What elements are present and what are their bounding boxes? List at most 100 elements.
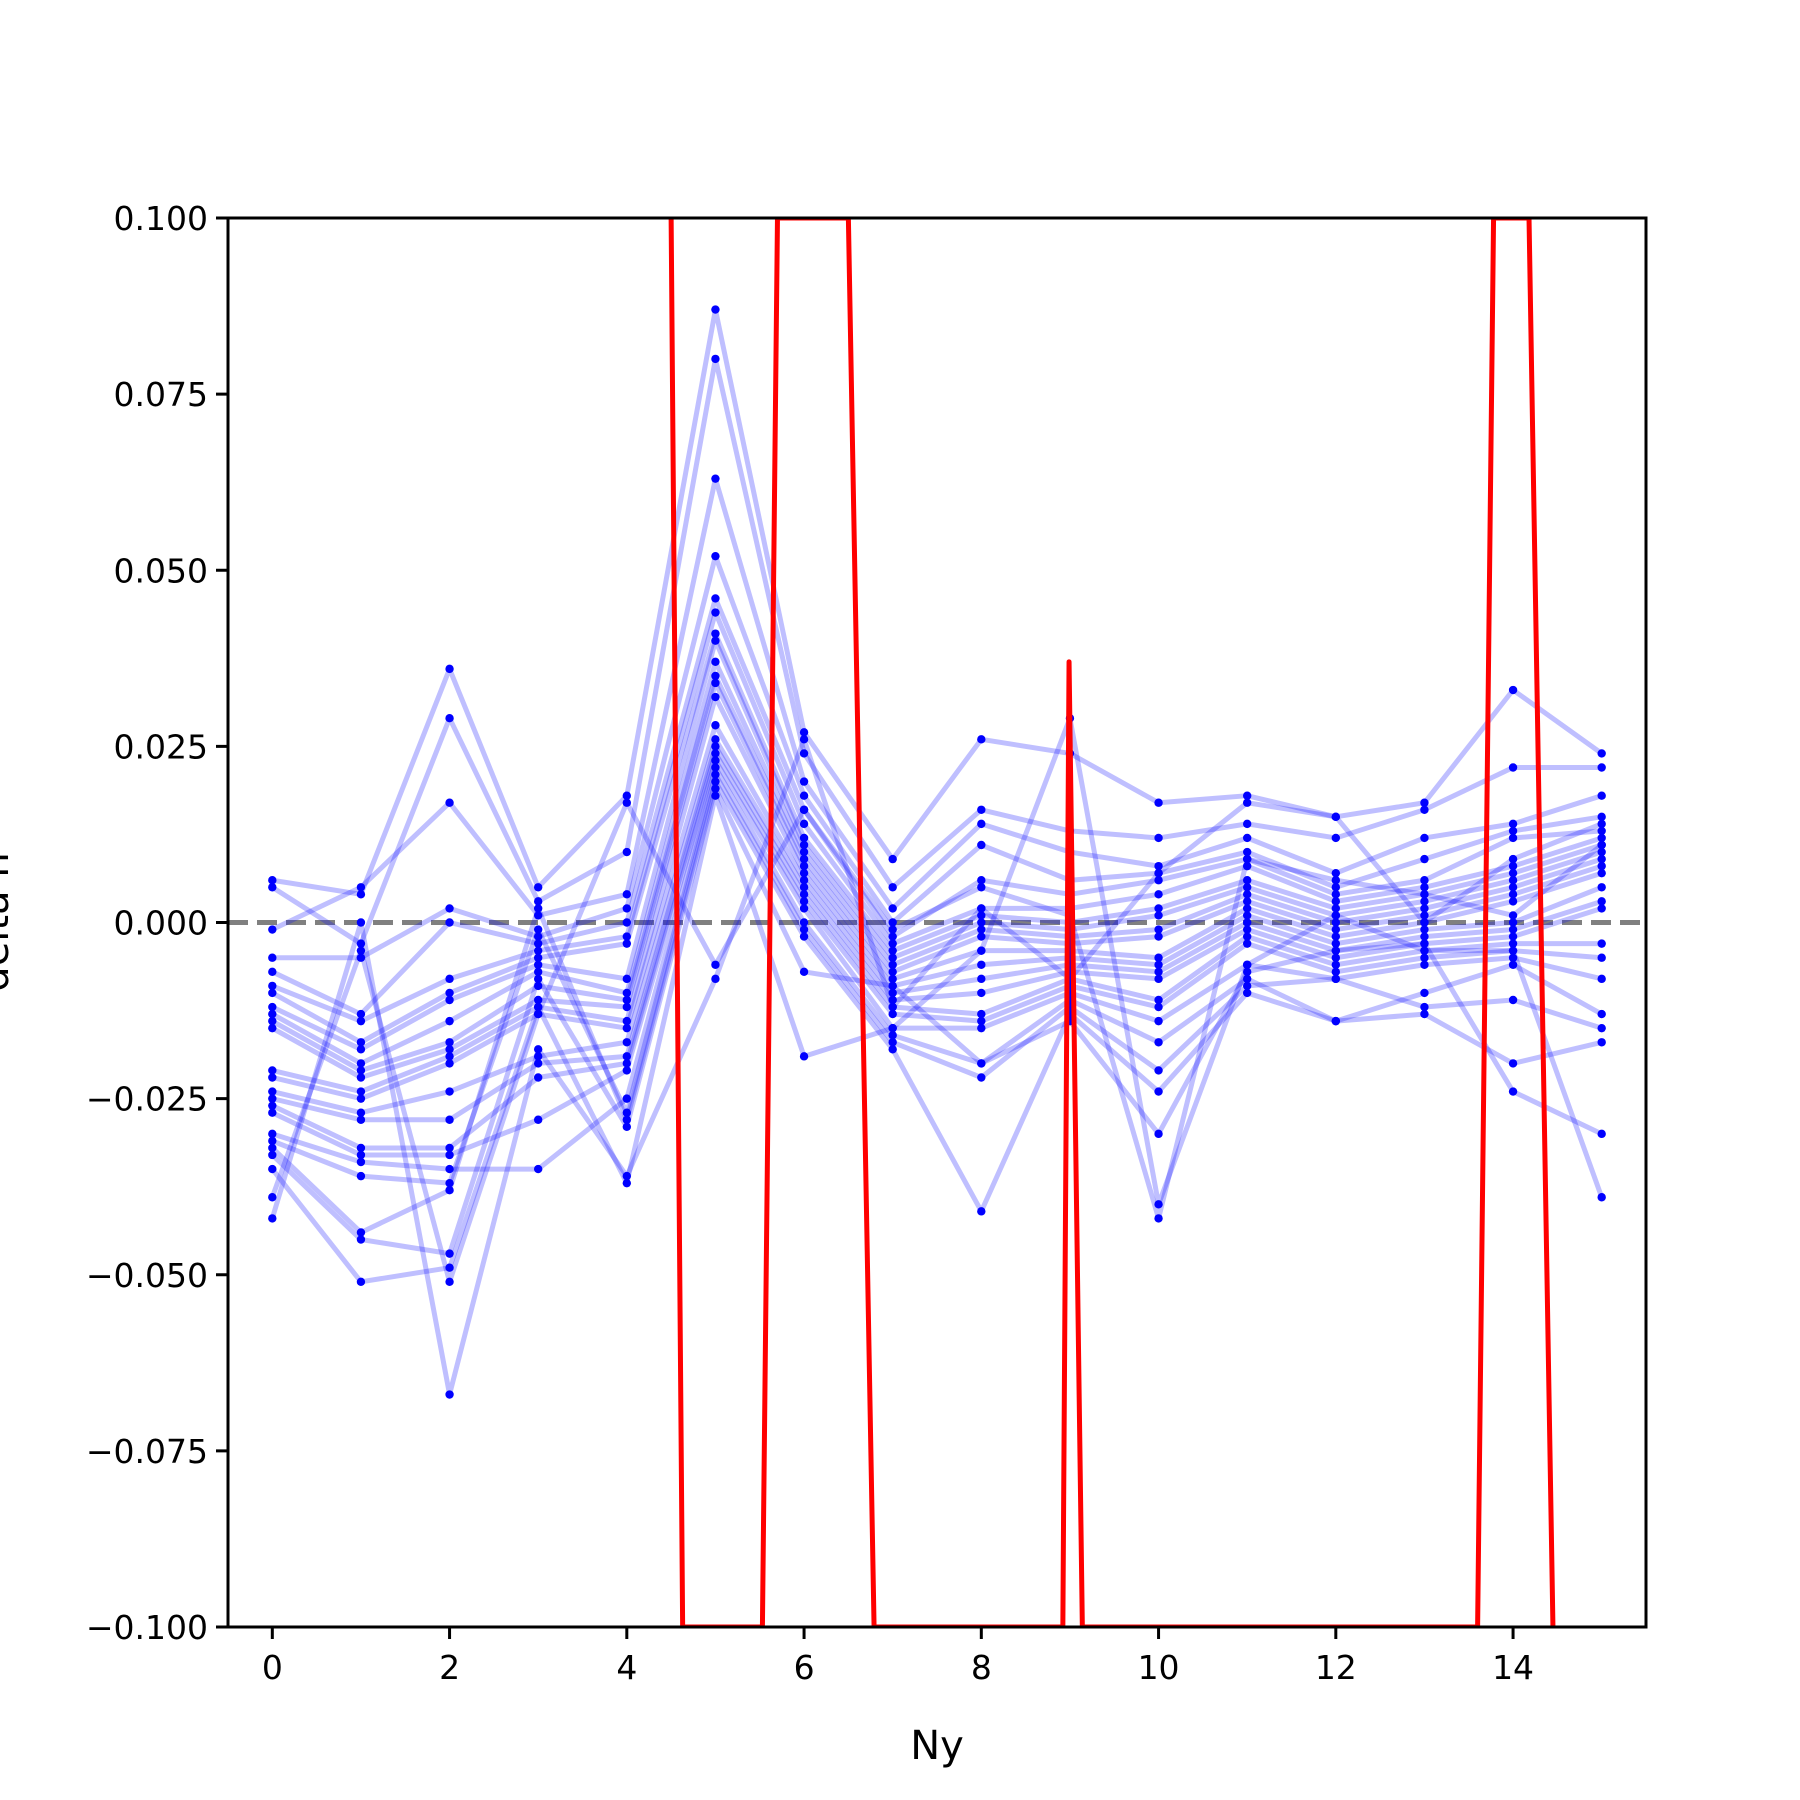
series-7-point-13 [1420, 897, 1429, 906]
series-1-point-12 [1331, 833, 1341, 843]
series-12-point-11 [1242, 918, 1252, 927]
series-2-point-6 [799, 777, 809, 786]
series-8-point-3 [533, 967, 543, 977]
series-6-point-10 [1154, 904, 1163, 913]
series-3-point-5 [711, 551, 720, 561]
series-14-point-1 [356, 1115, 366, 1124]
series-7-point-6 [799, 840, 809, 850]
series-6-point-5 [711, 629, 720, 638]
series-17-point-2 [445, 1164, 454, 1174]
series-5-point-11 [1242, 861, 1252, 871]
series-12-point-10 [1154, 967, 1163, 977]
series-22-point-5 [711, 960, 720, 969]
series-5-point-6 [799, 819, 809, 829]
series-9-point-2 [445, 1038, 454, 1047]
series-9-point-1 [356, 1066, 366, 1075]
series-0-point-3 [533, 883, 543, 892]
series-7-point-5 [711, 636, 720, 645]
series-3-point-15 [1597, 812, 1606, 822]
plot-frame [226, 216, 1648, 1629]
x-tick-label-3: 6 [794, 1648, 815, 1687]
series-line-1 [270, 356, 1602, 947]
series-20-point-7 [888, 981, 897, 991]
series-10-point-4 [622, 1002, 632, 1012]
series-15-point-7 [888, 1009, 897, 1019]
y-tick-label-8: 0.100 [114, 199, 208, 238]
series-2-point-5 [711, 474, 720, 483]
series-7-point-8 [977, 918, 986, 927]
series-1-point-11 [1242, 819, 1252, 829]
series-11-point-11 [1242, 911, 1252, 920]
series-1-point-6 [799, 749, 809, 758]
series-4-point-3 [533, 939, 543, 948]
series-0-point-11 [1242, 791, 1252, 800]
series-1-point-5 [711, 354, 720, 364]
series-20-point-13 [1420, 939, 1429, 948]
x-tick-label-7: 14 [1492, 1648, 1534, 1687]
series-11-point-12 [1331, 939, 1341, 948]
series-4-point-0 [268, 967, 277, 977]
series-3-point-1 [356, 953, 366, 962]
series-19-point-11 [1242, 988, 1252, 998]
series-2-point-8 [977, 819, 986, 829]
series-6-point-4 [622, 939, 632, 948]
series-line-17 [271, 765, 1603, 1172]
series-14-point-8 [977, 1009, 986, 1019]
series-16-point-13 [1420, 960, 1429, 969]
series-15-point-11 [1242, 939, 1252, 948]
series-21-point-15 [1597, 1193, 1606, 1202]
series-10-point-1 [356, 1073, 366, 1082]
series-18-point-0 [268, 1136, 277, 1146]
series-7-point-2 [445, 995, 454, 1005]
series-2-point-2 [445, 798, 454, 807]
series-17-point-11 [1242, 974, 1252, 984]
series-14-point-0 [268, 1094, 277, 1103]
series-22-point-13 [1420, 890, 1429, 899]
series-18-point-8 [977, 1073, 986, 1082]
series-20-point-5 [711, 784, 720, 793]
x-tick-label-2: 4 [616, 1648, 637, 1687]
series-5-point-12 [1331, 897, 1341, 906]
series-20-point-6 [799, 967, 809, 977]
series-9-point-11 [1242, 897, 1252, 906]
series-5-point-14 [1508, 861, 1518, 871]
series-0-point-8 [977, 735, 986, 744]
series-line-20 [270, 786, 1603, 1257]
series-17-point-13 [1420, 988, 1429, 998]
series-21-point-6 [799, 1052, 809, 1061]
series-21-point-10 [1154, 1200, 1163, 1209]
series-9-point-7 [888, 967, 897, 977]
series-line-19 [270, 779, 1603, 1235]
series-8-point-6 [799, 847, 809, 857]
series-line-22 [269, 800, 1604, 1285]
series-4-point-15 [1597, 826, 1606, 836]
series-16-point-6 [799, 904, 809, 913]
ticks-layer: 0 2 4 6 8 10 12 14 −0.100 −0.075 −0.050 −0.025 0.000… [86, 199, 1534, 1687]
series-8-point-15 [1597, 854, 1606, 864]
series-20-point-12 [1331, 946, 1341, 955]
x-tick-label-4: 8 [971, 1648, 992, 1687]
series-17-point-3 [533, 1164, 543, 1174]
series-5-point-4 [622, 932, 632, 941]
series-14-point-11 [1242, 932, 1252, 941]
series-5-point-3 [533, 946, 543, 955]
series-line-13 [271, 736, 1603, 1116]
series-4-point-7 [888, 932, 897, 941]
series-19-point-2 [445, 1186, 454, 1195]
series-9-point-3 [533, 981, 543, 991]
series-21-point-5 [711, 791, 720, 800]
series-16-point-2 [445, 1150, 454, 1160]
series-7-point-11 [1242, 883, 1252, 892]
series-19-point-5 [711, 777, 720, 786]
series-9-point-12 [1331, 925, 1341, 934]
series-10-point-7 [888, 974, 897, 984]
series-18-point-1 [356, 1171, 366, 1181]
series-23-point-12 [1331, 812, 1341, 822]
series-10-point-14 [1508, 897, 1518, 906]
series-17-point-1 [356, 1157, 366, 1167]
series-10-point-0 [268, 1023, 277, 1033]
series-11-point-15 [1597, 883, 1606, 892]
y-tick-label-0: −0.100 [86, 1608, 208, 1647]
